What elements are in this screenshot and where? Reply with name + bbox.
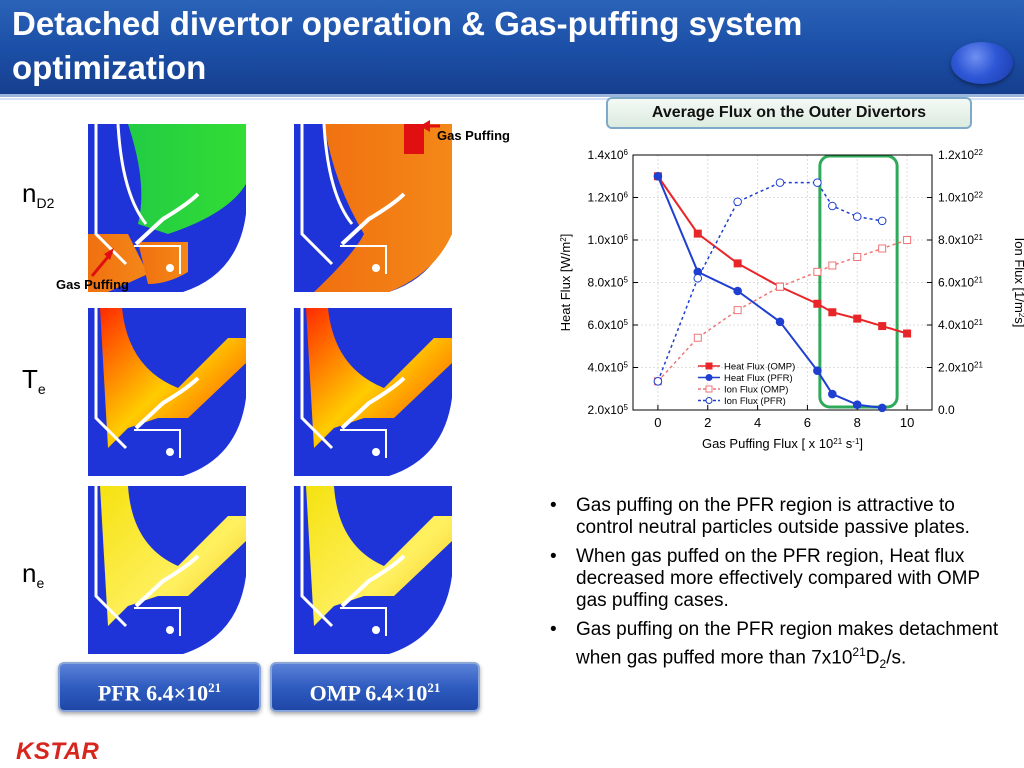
y-left-tick-label: 8.0x105 (588, 275, 629, 290)
series-line-3 (657, 181, 883, 382)
series-point (733, 286, 742, 296)
x-tick-label: 6 (804, 415, 811, 430)
series-point (903, 329, 912, 338)
legend-marker (705, 397, 713, 404)
series-point (852, 212, 862, 221)
legend-marker (705, 374, 713, 381)
series-point (852, 400, 862, 409)
y-left-tick-label: 1.2x106 (588, 190, 629, 205)
panel-pfr-te (88, 308, 246, 476)
legend-entry: Heat Flux (PFR) (724, 373, 793, 384)
legend-entry: Ion Flux (OMP) (724, 385, 788, 396)
series-point (877, 403, 887, 413)
bullet-item: When gas puffed on the PFR region, Heat … (548, 546, 1008, 612)
series-point (653, 377, 663, 386)
series-line-1 (656, 175, 883, 409)
series-point (693, 273, 703, 283)
panel-pfr-ne (88, 486, 246, 654)
series-point (878, 322, 887, 331)
series-point (653, 171, 663, 181)
detachment-highlight-box (818, 154, 899, 409)
y-left-tick-label: 1.4x106 (588, 148, 629, 163)
chart-title: Average Flux on the Outer Divertors (606, 97, 972, 129)
row-label-nd2: nD2 (22, 178, 55, 212)
y-left-tick-label: 2.0x105 (588, 403, 629, 418)
row-label-te: Te (22, 364, 46, 398)
y-right-tick-label: 4.0x1021 (938, 318, 983, 333)
legend-entry: Heat Flux (OMP) (724, 362, 795, 373)
series-point (733, 259, 742, 268)
row-label-ne: ne (22, 558, 45, 592)
panel-omp-nd2 (294, 123, 452, 292)
series-point (828, 261, 837, 270)
case-omp-button[interactable]: OMP 6.4×1021 (270, 662, 480, 712)
series-point (776, 282, 785, 291)
y-right-tick-label: 6.0x1021 (938, 275, 983, 290)
series-point (828, 308, 837, 317)
series-point (813, 299, 822, 308)
series-point (775, 317, 785, 327)
x-axis-label: Gas Puffing Flux [ x 1021 s-1] (702, 436, 863, 451)
y-right-tick-label: 8.0x1021 (938, 233, 983, 248)
series-point (733, 306, 742, 315)
gas-puffing-label-pfr: Gas Puffing (56, 277, 129, 292)
series-point (853, 253, 862, 261)
legend-entry: Ion Flux (PFR) (724, 396, 786, 407)
y-right-tick-label: 1.2x1022 (938, 148, 983, 163)
series-point (828, 201, 837, 211)
y-left-tick-label: 4.0x105 (588, 360, 629, 375)
panel-omp-ne (294, 486, 452, 654)
bullet-item: Gas puffing on the PFR region makes deta… (548, 619, 1008, 675)
y-right-tick-label: 1.0x1022 (938, 190, 983, 205)
x-tick-label: 0 (654, 415, 661, 430)
y-right-axis-label: Ion Flux [1/m2s] (1012, 238, 1024, 328)
legend-marker (705, 385, 713, 393)
y-left-tick-label: 6.0x105 (588, 318, 629, 333)
series-point (813, 178, 822, 187)
series-point (877, 216, 887, 226)
panel-omp-te (294, 308, 452, 476)
y-left-tick-label: 1.0x106 (588, 233, 629, 248)
panel-pfr-nd2 (88, 123, 246, 292)
corner-decoration (951, 42, 1013, 84)
header-bar: Detached divertor operation & Gas-puffin… (0, 0, 1024, 94)
y-right-tick-label: 2.0x1021 (938, 360, 983, 375)
average-flux-chart: 0 2 4 6 8 10 2.0x105 4.0x105 6.0x105 8.0x105 1.0x1… (558, 148, 1024, 452)
series-point (813, 267, 822, 276)
bullet-item: Gas puffing on the PFR region is attract… (548, 495, 1008, 539)
series-point (853, 314, 862, 323)
x-tick-label: 2 (704, 415, 711, 430)
series-line-2 (657, 239, 908, 382)
kstar-logo: KSTAR (16, 738, 100, 765)
series-point (813, 366, 822, 375)
series-point (878, 244, 887, 253)
y-left-axis-label: Heat Flux [W/m2] (558, 234, 573, 332)
summary-bullets: Gas puffing on the PFR region is attract… (548, 495, 1008, 682)
series-point (828, 389, 837, 399)
series-point (733, 197, 742, 207)
series-line-0 (657, 175, 908, 335)
gas-puffing-label-omp: Gas Puffing (437, 128, 510, 143)
series-point (693, 333, 702, 342)
legend-marker (705, 362, 713, 370)
series-point (775, 178, 785, 187)
series-point (903, 236, 912, 244)
y-right-tick-label: 0.0 (938, 403, 955, 417)
series-point (693, 229, 702, 238)
case-pfr-button[interactable]: PFR 6.4×1021 (58, 662, 261, 712)
x-tick-label: 10 (900, 415, 914, 430)
header-divider-light (0, 98, 1024, 100)
x-tick-label: 8 (854, 415, 861, 430)
page-title: Detached divertor operation & Gas-puffin… (12, 5, 803, 86)
x-tick-label: 4 (754, 415, 761, 430)
header-divider (0, 94, 1024, 97)
